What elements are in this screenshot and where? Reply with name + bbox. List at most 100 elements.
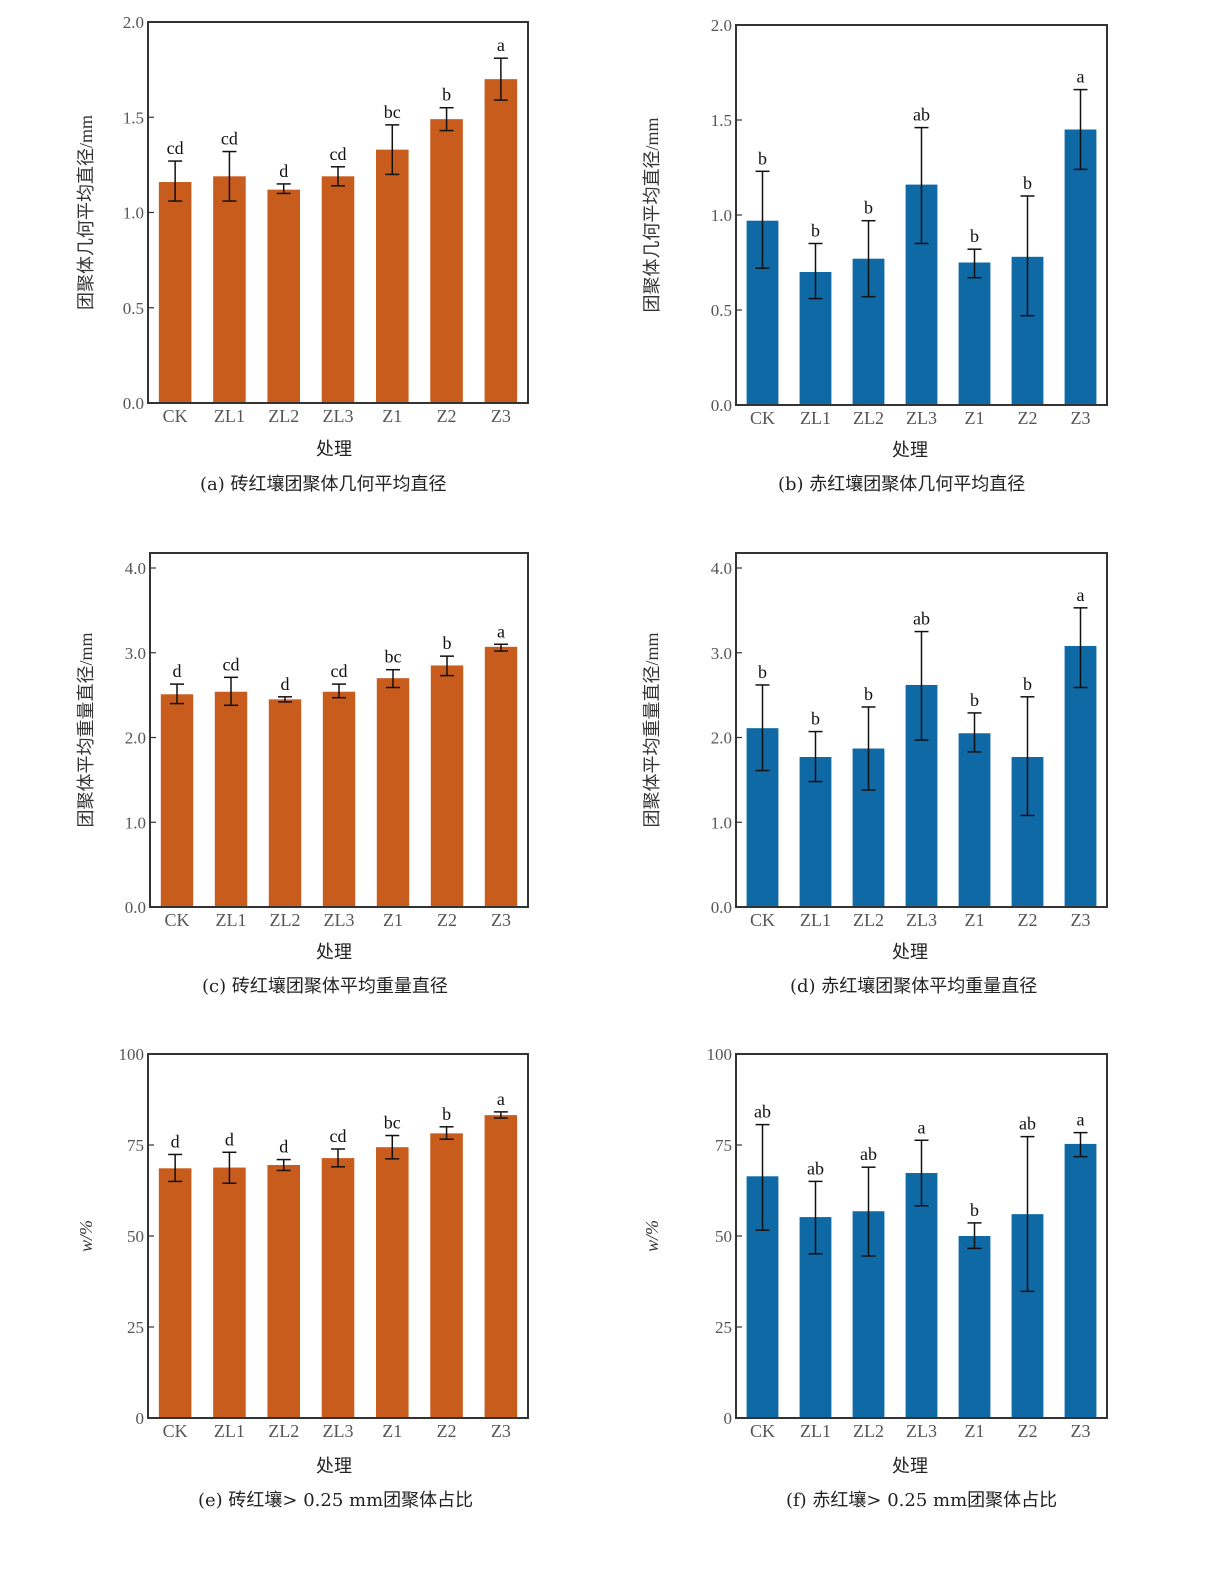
x-tick-label: ZL2 [853,408,884,428]
bar-z1 [958,733,991,906]
significance-label: d [225,1129,234,1149]
bar-zl3 [321,1158,355,1417]
bar-ck [158,182,192,402]
significance-label: cd [223,654,240,674]
significance-label: a [1077,585,1085,605]
significance-label: a [1077,67,1085,87]
y-tick-label: 0.0 [711,396,732,415]
significance-label: ab [807,1158,824,1178]
y-tick-label: 100 [707,1045,733,1064]
significance-label: bc [385,647,402,667]
bar-z1 [376,1147,409,1417]
caption-e: (e) 砖红壤> 0.25 mm团聚体占比 [198,1490,474,1511]
significance-label: b [442,1104,451,1124]
y-tick-label: 2.0 [711,729,732,748]
y-axis-title: 团聚体几何平均直径/mm [642,117,662,312]
x-tick-label: CK [750,408,775,428]
x-tick-label: ZL3 [323,1421,354,1441]
x-axis-title-a: 处理 [316,439,352,460]
y-tick-label: 50 [127,1227,144,1246]
bar-zl3 [905,1173,938,1417]
x-tick-label: ZL2 [268,406,299,426]
significance-label: b [811,221,820,241]
x-axis-title-e: 处理 [316,1456,352,1477]
x-tick-label: ZL2 [268,1421,299,1441]
y-axis-title: w/% [76,1220,96,1252]
y-tick-label: 1.0 [125,813,146,832]
significance-label: a [1077,1110,1085,1130]
x-tick-label: Z3 [1071,1421,1091,1441]
y-axis-title: 团聚体几何平均直径/mm [76,115,96,310]
bar-zl1 [214,691,248,906]
significance-label: d [281,674,290,694]
x-tick-label: Z2 [437,1421,457,1441]
significance-label: cd [167,138,184,158]
bar-z2 [430,119,463,402]
significance-label: ab [754,1102,771,1122]
bar-z1 [958,262,991,404]
x-tick-label: ZL2 [270,910,301,930]
bar-zl3 [322,691,356,906]
significance-label: d [171,1131,180,1151]
y-tick-label: 0.5 [123,299,144,318]
y-tick-label: 50 [715,1227,732,1246]
y-tick-label: 0.0 [123,394,144,413]
panel-a: 0.0 0.5 1.0 1.5 2.0 团聚体几何平均直径/mm cd CK cd ZL1 d ZL2… [0,0,606,520]
panel-f: 0 25 50 75 100 w/% ab CK ab ZL1 ab ZL2 a ZL3 b Z1 ab Z2 a Z… [606,1010,1212,1593]
x-tick-label: ZL1 [800,1421,831,1441]
x-tick-label: Z3 [491,406,511,426]
significance-label: ab [860,1144,877,1164]
panel-b: 0.0 0.5 1.0 1.5 2.0 团聚体几何平均直径/mm b CK b ZL1 b ZL2 ab… [606,0,1212,520]
significance-label: cd [330,144,347,164]
x-tick-label: Z1 [965,408,985,428]
x-tick-label: CK [164,910,189,930]
bar-zl2 [267,1165,300,1417]
significance-label: b [442,85,451,105]
y-axis-title: 团聚体平均重量直径/mm [76,632,96,827]
y-tick-label: 1.5 [123,108,144,127]
significance-label: b [758,148,767,168]
chart-f: 0 25 50 75 100 w/% ab CK ab ZL1 ab ZL2 a ZL3 b Z1 ab Z2 a Z… [642,1045,1108,1441]
significance-label: b [864,684,873,704]
x-axis-title-d: 处理 [892,942,928,963]
bar-z3 [484,646,518,906]
x-tick-label: CK [750,1421,775,1441]
caption-a: (a) 砖红壤团聚体几何平均直径 [200,474,447,495]
bar-z3 [1064,129,1097,404]
y-tick-label: 0.5 [711,301,732,320]
x-tick-label: ZL3 [906,910,937,930]
x-axis-title-b: 处理 [892,440,928,461]
bar-ck [158,1168,192,1417]
bar-z3 [1064,645,1097,906]
panel-d: 0.0 1.0 2.0 3.0 4.0 团聚体平均重量直径/mm b CK b ZL1 b ZL2 ab… [606,520,1212,1010]
significance-label: b [758,662,767,682]
significance-label: a [918,1117,926,1137]
significance-label: b [970,690,979,710]
bar-zl2 [267,189,300,402]
x-tick-label: ZL1 [216,910,247,930]
bar-z1 [958,1236,991,1417]
x-tick-label: Z1 [965,910,985,930]
y-axis-title: 团聚体平均重量直径/mm [642,632,662,827]
y-tick-label: 0.0 [125,898,146,917]
x-tick-label: ZL1 [214,1421,245,1441]
y-tick-label: 75 [127,1136,144,1155]
significance-label: a [497,35,505,55]
x-tick-label: ZL1 [800,408,831,428]
significance-label: b [1023,674,1032,694]
significance-label: b [864,198,873,218]
y-tick-label: 1.0 [711,813,732,832]
x-tick-label: CK [163,406,188,426]
x-tick-label: ZL2 [853,910,884,930]
x-tick-label: ZL3 [906,1421,937,1441]
x-tick-label: Z3 [1071,408,1091,428]
significance-label: b [811,709,820,729]
caption-d: (d) 赤红壤团聚体平均重量直径 [790,976,1038,997]
significance-label: b [1023,173,1032,193]
caption-b: (b) 赤红壤团聚体几何平均直径 [778,474,1026,495]
x-tick-label: Z2 [1018,910,1038,930]
y-tick-label: 25 [715,1318,732,1337]
bar-z2 [430,665,464,906]
x-tick-label: Z3 [491,910,511,930]
